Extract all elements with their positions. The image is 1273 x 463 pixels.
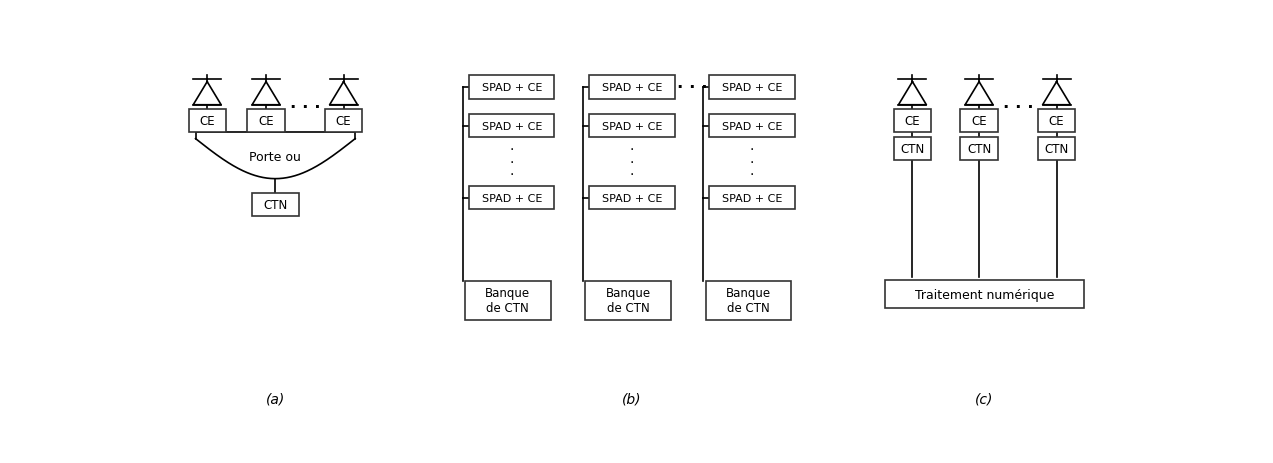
FancyBboxPatch shape bbox=[885, 281, 1085, 308]
Text: CTN: CTN bbox=[1044, 143, 1069, 156]
FancyBboxPatch shape bbox=[247, 110, 285, 133]
FancyBboxPatch shape bbox=[960, 138, 998, 161]
FancyBboxPatch shape bbox=[709, 115, 794, 138]
Text: (b): (b) bbox=[622, 391, 642, 405]
FancyBboxPatch shape bbox=[709, 76, 794, 100]
Text: CTN: CTN bbox=[264, 198, 288, 211]
FancyBboxPatch shape bbox=[705, 282, 791, 320]
Text: CE: CE bbox=[258, 115, 274, 128]
FancyBboxPatch shape bbox=[589, 76, 675, 100]
Text: SPAD + CE: SPAD + CE bbox=[722, 121, 782, 131]
Text: (a): (a) bbox=[266, 391, 285, 405]
Text: SPAD + CE: SPAD + CE bbox=[602, 194, 662, 203]
Text: CTN: CTN bbox=[900, 143, 924, 156]
FancyBboxPatch shape bbox=[589, 187, 675, 210]
Text: · · ·: · · · bbox=[1003, 99, 1034, 117]
Text: CE: CE bbox=[1049, 115, 1064, 128]
Text: SPAD + CE: SPAD + CE bbox=[481, 83, 542, 93]
FancyBboxPatch shape bbox=[188, 110, 225, 133]
Text: CE: CE bbox=[905, 115, 920, 128]
Text: CE: CE bbox=[200, 115, 215, 128]
FancyBboxPatch shape bbox=[586, 282, 671, 320]
FancyBboxPatch shape bbox=[1037, 138, 1076, 161]
FancyBboxPatch shape bbox=[252, 193, 299, 216]
Text: SPAD + CE: SPAD + CE bbox=[602, 121, 662, 131]
Text: SPAD + CE: SPAD + CE bbox=[722, 83, 782, 93]
Text: Porte ou: Porte ou bbox=[250, 151, 302, 164]
FancyBboxPatch shape bbox=[465, 282, 550, 320]
Text: SPAD + CE: SPAD + CE bbox=[602, 83, 662, 93]
FancyBboxPatch shape bbox=[894, 110, 931, 133]
Text: CE: CE bbox=[336, 115, 351, 128]
Text: · · ·: · · · bbox=[677, 79, 708, 97]
Text: SPAD + CE: SPAD + CE bbox=[481, 194, 542, 203]
Text: · · ·: · · · bbox=[289, 99, 320, 117]
Text: Banque
de CTN: Banque de CTN bbox=[485, 287, 531, 315]
Text: CTN: CTN bbox=[967, 143, 992, 156]
Text: CE: CE bbox=[971, 115, 987, 128]
FancyBboxPatch shape bbox=[894, 138, 931, 161]
Text: SPAD + CE: SPAD + CE bbox=[722, 194, 782, 203]
Text: SPAD + CE: SPAD + CE bbox=[481, 121, 542, 131]
Text: (c): (c) bbox=[975, 391, 994, 405]
FancyBboxPatch shape bbox=[709, 187, 794, 210]
FancyBboxPatch shape bbox=[470, 187, 554, 210]
Text: Banque
de CTN: Banque de CTN bbox=[606, 287, 651, 315]
Text: ·
·
·: · · · bbox=[509, 143, 514, 181]
Text: Banque
de CTN: Banque de CTN bbox=[726, 287, 770, 315]
FancyBboxPatch shape bbox=[325, 110, 363, 133]
Text: Traitement numérique: Traitement numérique bbox=[915, 288, 1054, 301]
Text: ·
·
·: · · · bbox=[630, 143, 634, 181]
FancyBboxPatch shape bbox=[470, 76, 554, 100]
FancyBboxPatch shape bbox=[1037, 110, 1076, 133]
Text: ·
·
·: · · · bbox=[750, 143, 754, 181]
FancyBboxPatch shape bbox=[470, 115, 554, 138]
FancyBboxPatch shape bbox=[589, 115, 675, 138]
FancyBboxPatch shape bbox=[960, 110, 998, 133]
